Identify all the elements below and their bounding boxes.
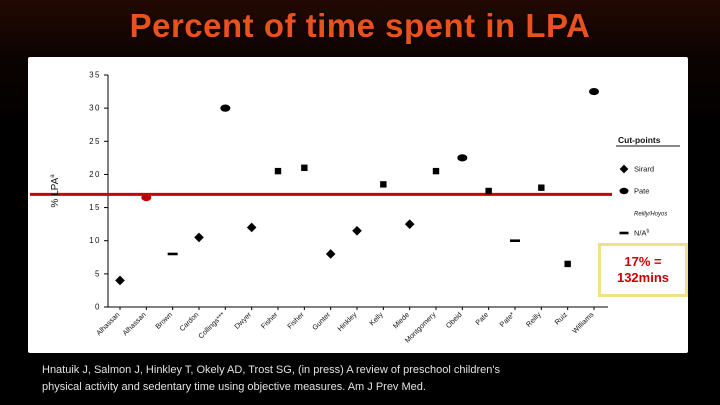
- citation-line2: physical activity and sedentary time usi…: [42, 380, 426, 393]
- x-tick-label: Pate: [473, 310, 490, 327]
- x-tick-label: Alhassan: [94, 310, 121, 337]
- marker-circle: [220, 104, 231, 112]
- x-tick-label: Pate*: [498, 310, 517, 329]
- y-tick-label: 0: [95, 303, 101, 312]
- x-tick-label: Miede: [391, 310, 411, 330]
- y-tick-label: 20: [89, 170, 101, 179]
- x-tick-label: Gunter: [310, 310, 332, 332]
- marker-square: [538, 184, 545, 191]
- y-tick-label: 30: [89, 104, 101, 113]
- marker-square: [432, 167, 440, 175]
- legend-label: N/Ab: [634, 229, 650, 238]
- citation-line1: Hnatuik J, Salmon J, Hinkley T, Okely AD…: [42, 364, 500, 376]
- y-tick-label: 25: [89, 137, 101, 146]
- callout-line1: 17% =: [624, 253, 662, 269]
- marker-square: [274, 167, 282, 175]
- y-axis-label: % LPAa: [50, 174, 61, 208]
- marker-diamond: [246, 222, 257, 233]
- legend-title: Cut-points: [618, 135, 661, 145]
- y-tick-label: 35: [89, 71, 101, 80]
- x-tick-label: Alhassan: [120, 310, 147, 337]
- marker-square: [485, 187, 492, 195]
- marker-square: [301, 164, 308, 171]
- marker-diamond: [352, 225, 362, 236]
- x-tick-label: Fisher: [259, 310, 280, 331]
- legend-label: Reilly/Hoyos: [634, 212, 667, 218]
- marker-diamond: [404, 219, 415, 229]
- marker-square: [380, 181, 387, 188]
- y-tick-label: 5: [95, 269, 101, 278]
- x-tick-label: Williams: [570, 310, 596, 336]
- marker-diamond: [325, 249, 336, 259]
- legend-label: Pate: [634, 187, 649, 196]
- x-tick-label: Hinkley: [335, 310, 358, 333]
- x-tick-label: Dwyer: [232, 310, 253, 331]
- marker-circle: [457, 154, 468, 162]
- x-tick-label: Collings***: [196, 310, 227, 341]
- citation: Hnatuik J, Salmon J, Hinkley T, Okely AD…: [42, 362, 682, 395]
- chart-panel: 0 5 10 15 20 25 30 35 Alhassan Alhassan Brown Cardo…: [28, 57, 688, 353]
- callout-line2: 132mins: [616, 270, 670, 285]
- x-tick-label: Obeid: [444, 310, 464, 330]
- page-title: Percent of time spent in LPA: [129, 7, 591, 44]
- x-tick-label: Ruiz: [553, 310, 570, 327]
- x-tick-label: Brown: [153, 310, 174, 331]
- x-tick-label: Kelly: [367, 310, 385, 328]
- lpa-scatter-chart: 0 5 10 15 20 25 30 35 Alhassan Alhassan Brown Cardo…: [30, 71, 680, 345]
- marker-diamond: [115, 275, 125, 286]
- x-tick-label: Fisher: [285, 310, 306, 331]
- marker-square: [564, 260, 571, 268]
- y-tick-label: 10: [89, 236, 101, 245]
- marker-diamond: [619, 164, 629, 174]
- x-tick-label: Cardon: [177, 310, 200, 333]
- marker-circle: [589, 87, 599, 96]
- y-tick-label: 15: [89, 203, 101, 212]
- marker-diamond: [194, 232, 204, 243]
- x-tick-label: Reilly: [524, 310, 543, 329]
- legend-label: Sirard: [634, 165, 654, 174]
- marker-circle: [619, 187, 629, 195]
- callout-box: 17% = 132mins: [598, 243, 688, 297]
- marker-circle: [141, 194, 152, 202]
